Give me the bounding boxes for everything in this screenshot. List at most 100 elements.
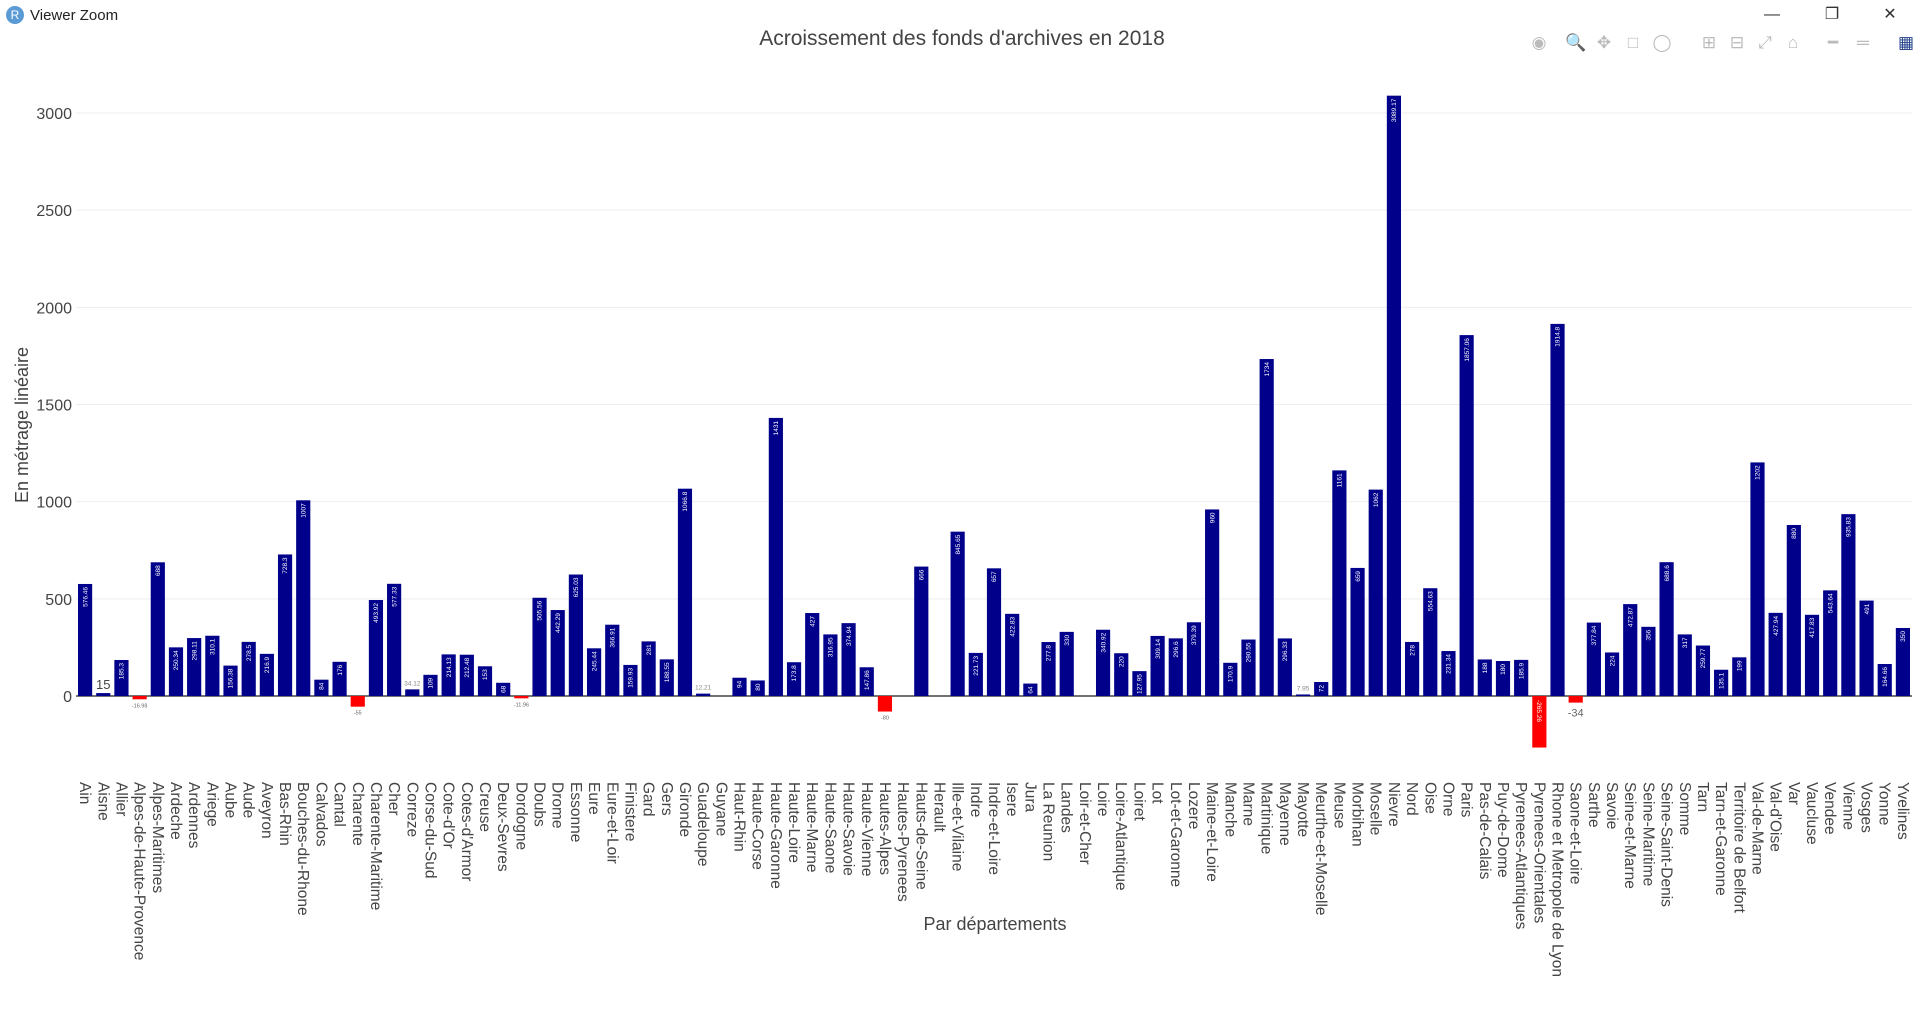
bar[interactable]: [1895, 627, 1911, 696]
bar[interactable]: [1586, 622, 1601, 696]
bar[interactable]: [1168, 638, 1183, 696]
bar[interactable]: [659, 659, 674, 696]
camera-icon[interactable]: ◉: [1531, 33, 1547, 52]
restore-icon[interactable]: ❐: [1824, 6, 1840, 23]
bar[interactable]: [168, 647, 184, 696]
plotly-logo-icon[interactable]: ▦: [1897, 33, 1915, 52]
bar[interactable]: [1150, 635, 1165, 696]
bar[interactable]: [732, 677, 747, 696]
bar[interactable]: [241, 641, 256, 696]
bar[interactable]: [623, 664, 638, 696]
bar[interactable]: [1041, 642, 1056, 696]
bar[interactable]: [1059, 631, 1074, 696]
bar[interactable]: [477, 666, 493, 696]
bar[interactable]: [1005, 613, 1020, 696]
bar[interactable]: [332, 661, 347, 696]
bar[interactable]: [641, 641, 656, 696]
bar[interactable]: [1441, 651, 1456, 696]
box-select-icon[interactable]: □: [1627, 33, 1639, 52]
bar[interactable]: [387, 583, 402, 696]
bar[interactable]: [1023, 683, 1038, 696]
bar[interactable]: [296, 500, 311, 696]
autoscale-icon[interactable]: ⤢: [1758, 33, 1772, 52]
bar[interactable]: [96, 693, 111, 696]
bar[interactable]: [1132, 671, 1147, 696]
bar[interactable]: [1695, 645, 1711, 696]
bar[interactable]: [1223, 662, 1238, 696]
bar[interactable]: [914, 566, 929, 696]
spike-lines-icon[interactable]: ━: [1827, 33, 1839, 52]
close-icon[interactable]: ✕: [1883, 6, 1897, 23]
bar[interactable]: [368, 600, 384, 696]
bar[interactable]: [1514, 659, 1529, 696]
bar[interactable]: [568, 574, 583, 696]
bar[interactable]: [114, 659, 129, 696]
zoom-icon[interactable]: 🔍: [1565, 33, 1587, 52]
bar[interactable]: [841, 623, 856, 696]
bar[interactable]: [77, 583, 93, 696]
bar[interactable]: [423, 674, 438, 696]
bar[interactable]: [750, 680, 765, 696]
bar[interactable]: [1495, 661, 1511, 696]
bar[interactable]: [805, 613, 820, 696]
bar[interactable]: [1677, 634, 1692, 696]
bar[interactable]: [1659, 562, 1674, 696]
bar[interactable]: [1350, 567, 1365, 696]
bar[interactable]: [1823, 590, 1838, 696]
bar[interactable]: [223, 665, 238, 696]
bar[interactable]: [314, 679, 329, 696]
lasso-icon[interactable]: ◯: [1652, 33, 1672, 52]
bar[interactable]: [986, 568, 1002, 696]
bar[interactable]: [859, 667, 874, 696]
bar[interactable]: [1750, 462, 1765, 696]
bar[interactable]: [550, 610, 565, 696]
bar[interactable]: [1623, 604, 1638, 696]
bar[interactable]: [696, 693, 711, 696]
bar[interactable]: [1532, 696, 1547, 748]
bar[interactable]: [1405, 641, 1420, 696]
bar[interactable]: [1859, 600, 1874, 696]
bar[interactable]: [1241, 639, 1256, 696]
bar[interactable]: [1295, 694, 1311, 696]
bar[interactable]: [586, 648, 602, 696]
bar[interactable]: [459, 654, 474, 696]
bar[interactable]: [1423, 588, 1438, 696]
zoom-out-icon[interactable]: ⊟: [1729, 33, 1745, 52]
bar[interactable]: [1114, 653, 1129, 696]
bar[interactable]: [1604, 652, 1620, 696]
compare-hover-icon[interactable]: ═: [1856, 33, 1870, 52]
bar[interactable]: [1277, 638, 1292, 696]
bar[interactable]: [532, 597, 547, 696]
bar[interactable]: [677, 488, 693, 696]
bar[interactable]: [968, 652, 983, 696]
bar[interactable]: [1641, 626, 1656, 696]
bar[interactable]: [132, 696, 147, 700]
bar[interactable]: [1314, 682, 1329, 696]
bar[interactable]: [1786, 524, 1801, 696]
bar[interactable]: [514, 696, 529, 699]
bar[interactable]: [1877, 664, 1892, 696]
bar[interactable]: [1841, 514, 1856, 696]
bar[interactable]: [768, 417, 783, 696]
bar[interactable]: [1459, 335, 1474, 696]
bar[interactable]: [441, 654, 456, 696]
bar[interactable]: [1550, 323, 1565, 696]
bar[interactable]: [786, 662, 802, 696]
bar[interactable]: [259, 653, 274, 696]
bar[interactable]: [187, 638, 202, 696]
bar[interactable]: [1368, 489, 1383, 696]
bar[interactable]: [1568, 696, 1583, 703]
bar[interactable]: [1186, 622, 1202, 696]
bar[interactable]: [950, 531, 965, 696]
bar[interactable]: [205, 635, 220, 696]
bar[interactable]: [1386, 95, 1402, 697]
bar[interactable]: [1332, 470, 1347, 696]
home-icon[interactable]: ⌂: [1787, 33, 1799, 52]
bar[interactable]: [496, 682, 511, 696]
bar[interactable]: [605, 624, 620, 696]
bar[interactable]: [823, 634, 838, 696]
minimize-icon[interactable]: —: [1764, 6, 1780, 23]
bar[interactable]: [1804, 614, 1820, 696]
zoom-in-icon[interactable]: ⊞: [1701, 33, 1717, 52]
bar[interactable]: [150, 562, 165, 696]
